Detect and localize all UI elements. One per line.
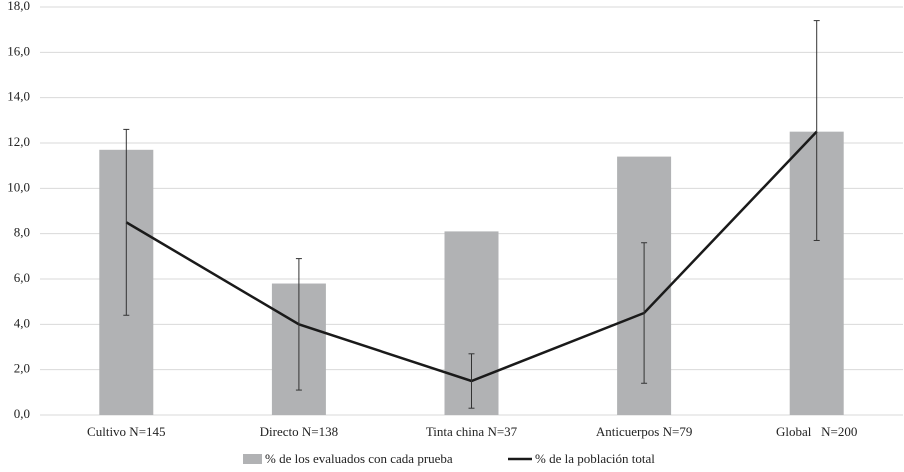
y-tick-label: 8,0 xyxy=(14,225,30,240)
legend-label: % de los evaluados con cada prueba xyxy=(265,451,453,466)
x-tick-label: Cultivo N=145 xyxy=(87,424,165,439)
y-tick-label: 6,0 xyxy=(14,270,30,285)
legend-label: % de la población total xyxy=(535,451,655,466)
legend-swatch xyxy=(243,454,262,464)
y-tick-label: 12,0 xyxy=(7,134,30,149)
y-tick-label: 14,0 xyxy=(7,89,30,104)
y-tick-label: 4,0 xyxy=(14,315,30,330)
x-tick-label: Tinta china N=37 xyxy=(426,424,518,439)
y-tick-label: 16,0 xyxy=(7,43,30,58)
y-tick-label: 10,0 xyxy=(7,179,30,194)
x-tick-label: Directo N=138 xyxy=(260,424,338,439)
x-tick-label: Global N=200 xyxy=(776,424,857,439)
y-tick-label: 18,0 xyxy=(7,0,30,13)
y-tick-label: 0,0 xyxy=(14,406,30,421)
x-tick-label: Anticuerpos N=79 xyxy=(596,424,693,439)
y-tick-label: 2,0 xyxy=(14,361,30,376)
